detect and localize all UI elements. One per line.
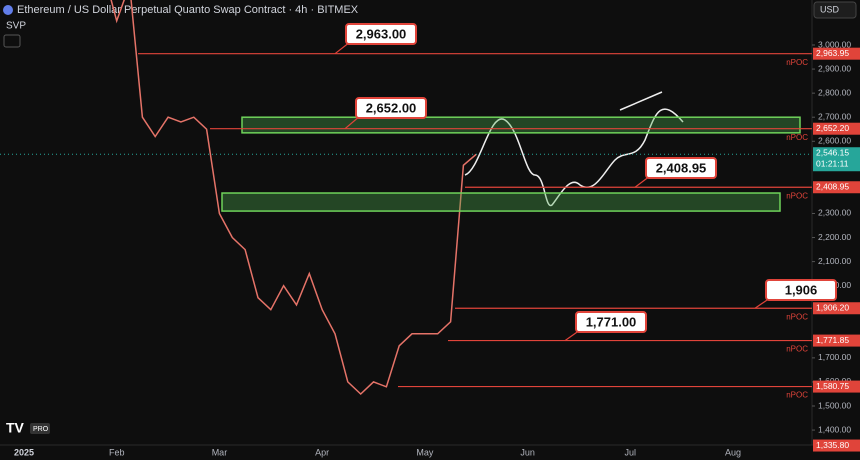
price-line: [110, 0, 477, 396]
level-note: nPOC: [786, 133, 808, 142]
x-tick-label: 2025: [14, 447, 34, 457]
price-tag-label: 1,906.20: [816, 303, 849, 313]
callout-box: [355, 97, 427, 119]
x-tick-label: May: [416, 447, 434, 457]
y-tick-label: 3,000.00: [818, 39, 851, 49]
y-tick-label: 2,900.00: [818, 63, 851, 73]
x-tick-label: Feb: [109, 447, 125, 457]
price-tag: [813, 122, 860, 135]
plot-area: [110, 0, 477, 396]
price-tag-label: 1,771.85: [816, 335, 849, 345]
zone: [221, 192, 781, 212]
y-tick-label: 1,400.00: [818, 424, 851, 434]
y-tick-label: 2,300.00: [818, 208, 851, 218]
logo-badge: [30, 423, 50, 434]
level-note: nPOC: [786, 391, 808, 400]
y-tick-label: 2,600.00: [818, 136, 851, 146]
price-tag-label: 2,963.95: [816, 48, 849, 58]
y-tick-label: 2,800.00: [818, 87, 851, 97]
x-tick-label: Apr: [315, 447, 329, 457]
indicator-name[interactable]: SVP: [6, 21, 26, 32]
x-tick-label: Jul: [625, 447, 637, 457]
y-tick-label: 1,700.00: [818, 352, 851, 362]
callout-box: [765, 279, 837, 301]
callout-box: [345, 23, 417, 45]
price-tag: [813, 439, 860, 452]
current-price-tag: [813, 147, 860, 172]
price-tag: [813, 181, 860, 194]
y-tick-label: 2,700.00: [818, 111, 851, 121]
level-note: nPOC: [786, 191, 808, 200]
x-tick-label: Aug: [725, 447, 741, 457]
zone: [241, 116, 801, 134]
price-tag-label: 1,580.75: [816, 381, 849, 391]
price-tag: [813, 380, 860, 393]
price-tag: [813, 334, 860, 347]
currency-label[interactable]: USD: [820, 4, 840, 14]
callout-label: 2,652.00: [366, 100, 417, 115]
callout-label: 1,771.00: [586, 314, 637, 329]
level-note: nPOC: [786, 345, 808, 354]
callout-label: 2,963.00: [356, 26, 407, 41]
y-tick-label: 1,500.00: [818, 400, 851, 410]
collapse-button[interactable]: [3, 34, 21, 48]
callout-label: 1,906: [785, 282, 818, 297]
level-note: nPOC: [786, 312, 808, 321]
y-tick-label: 2,200.00: [818, 232, 851, 242]
x-tick-label: Jun: [520, 447, 535, 457]
callout-box: [645, 157, 717, 179]
price-tag: [813, 47, 860, 60]
countdown: 01:21:11: [816, 158, 849, 168]
logo-mark: TV: [6, 420, 25, 436]
projection-path: [464, 108, 684, 206]
price-tag-label: 2,408.95: [816, 182, 849, 192]
symbol-icon: [3, 5, 13, 15]
current-price-label: 2,546.15: [816, 147, 849, 157]
y-tick-label: 2,100.00: [818, 256, 851, 266]
price-tag: [813, 302, 860, 315]
callout-box: [575, 311, 647, 333]
price-tag-label: 1,335.80: [816, 440, 849, 450]
logo-text: PRO: [33, 426, 49, 433]
price-tag-label: 2,652.20: [816, 123, 849, 133]
currency-select[interactable]: [813, 1, 857, 19]
level-note: nPOC: [786, 58, 808, 67]
chart-title: Ethereum / US Dollar Perpetual Quanto Sw…: [17, 4, 359, 16]
callout-label: 2,408.95: [656, 160, 707, 175]
projection-path: [619, 91, 663, 111]
x-tick-label: Mar: [212, 447, 228, 457]
